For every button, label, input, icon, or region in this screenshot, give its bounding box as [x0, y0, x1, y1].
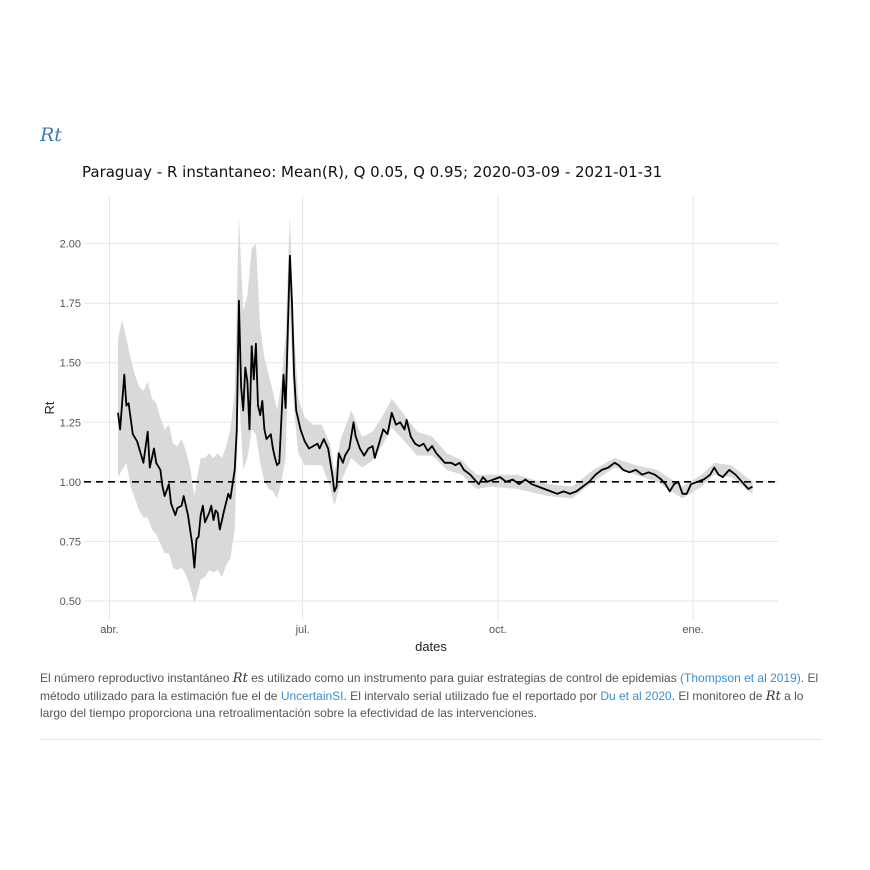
rt-symbol: Rt — [232, 671, 248, 686]
chart-title: Paraguay - R instantaneo: Mean(R), Q 0.0… — [82, 163, 662, 181]
y-tick-label: 1.50 — [60, 358, 81, 370]
caption-text: . El monitoreo de — [671, 688, 766, 703]
y-tick-label: 0.50 — [60, 596, 81, 608]
caption-text: . El método utilizado para la estimación… — [40, 671, 819, 703]
y-tick-label: 2.00 — [60, 239, 81, 251]
mean-line — [117, 254, 753, 569]
x-tick-label: ene. — [682, 624, 703, 636]
x-tick-label: oct. — [489, 624, 507, 636]
x-axis-title: dates — [415, 639, 447, 654]
y-axis-ticks: 0.50 0.75 1.00 1.25 1.50 1.75 2.00 — [60, 239, 81, 608]
x-tick-label: jul. — [295, 624, 310, 636]
du-link[interactable]: Du et al 2020 — [600, 688, 672, 703]
caption-text: El número reproductivo instantáneo — [40, 671, 233, 685]
y-axis-title: Rt — [42, 401, 57, 414]
caption-text: a lo largo del tiempo proporciona una re… — [40, 688, 804, 721]
x-tick-label: abr. — [100, 624, 118, 636]
y-tick-label: 1.75 — [60, 298, 81, 310]
y-tick-label: 0.75 — [60, 536, 81, 548]
y-tick-label: 1.25 — [60, 417, 81, 429]
divider — [40, 739, 822, 740]
caption-text: . El intervalo serial utilizado fue el r… — [343, 688, 601, 703]
caption: El número reproductivo instantáneo Rt es… — [40, 670, 830, 723]
rt-symbol: Rt — [765, 688, 781, 704]
y-tick-label: 1.00 — [60, 477, 81, 489]
section-title: Rt — [40, 124, 62, 146]
confidence-band — [118, 215, 753, 604]
thompson-link[interactable]: (Thompson et al 2019) — [680, 671, 801, 685]
uncertainsi-link[interactable]: UncertainSI — [280, 688, 344, 703]
caption-text: es utilizado como un instrumento para gu… — [247, 671, 681, 685]
x-axis-ticks: abr. jul. oct. ene. — [100, 624, 704, 636]
